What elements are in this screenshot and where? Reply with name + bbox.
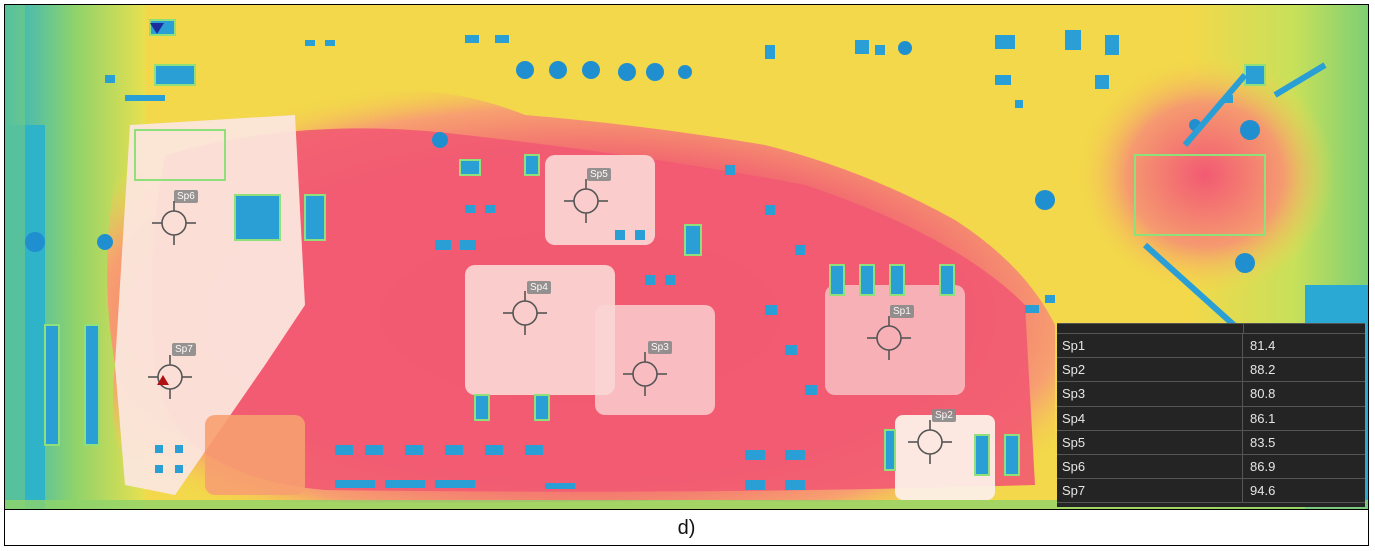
- crosshair-icon: [867, 316, 911, 360]
- spot-label-sp3: Sp3: [648, 341, 672, 354]
- table-header: [1057, 324, 1365, 334]
- table-row: Sp7 94.6: [1057, 479, 1365, 504]
- spot-measurement-table: Sp1 81.4 Sp2 88.2 Sp3 80.8 Sp4 86.1 Sp5 83.5 …: [1057, 323, 1365, 507]
- crosshair-icon: [148, 355, 192, 399]
- crosshair-icon: [564, 179, 608, 223]
- spot-label-sp1: Sp1: [890, 305, 914, 318]
- table-row: Sp5 83.5: [1057, 430, 1365, 455]
- thermal-image: Sp6 Sp5 Sp4 Sp3 Sp1 Sp2: [5, 5, 1368, 509]
- figure-caption: d): [677, 516, 696, 539]
- table-row: Sp1 81.4: [1057, 334, 1365, 359]
- spot-label-sp4: Sp4: [527, 281, 551, 294]
- spot-label-sp5: Sp5: [587, 168, 611, 181]
- max-temp-marker-icon: [157, 375, 169, 385]
- spot-label-sp7: Sp7: [172, 343, 196, 356]
- thermal-map: [5, 5, 1368, 509]
- table-row: Sp3 80.8: [1057, 382, 1365, 407]
- crosshair-icon: [908, 420, 952, 464]
- triangle-down-icon: [150, 23, 164, 34]
- crosshair-icon: [623, 352, 667, 396]
- crosshair-icon: [152, 201, 196, 245]
- table-row: Sp6 86.9: [1057, 454, 1365, 480]
- spot-label-sp2: Sp2: [932, 409, 956, 422]
- figure-frame: [4, 4, 1369, 546]
- spot-label-sp6: Sp6: [174, 190, 198, 203]
- caption-row: d): [5, 509, 1368, 546]
- table-row: Sp2 88.2: [1057, 358, 1365, 383]
- crosshair-icon: [503, 291, 547, 335]
- table-row: Sp4 86.1: [1057, 406, 1365, 431]
